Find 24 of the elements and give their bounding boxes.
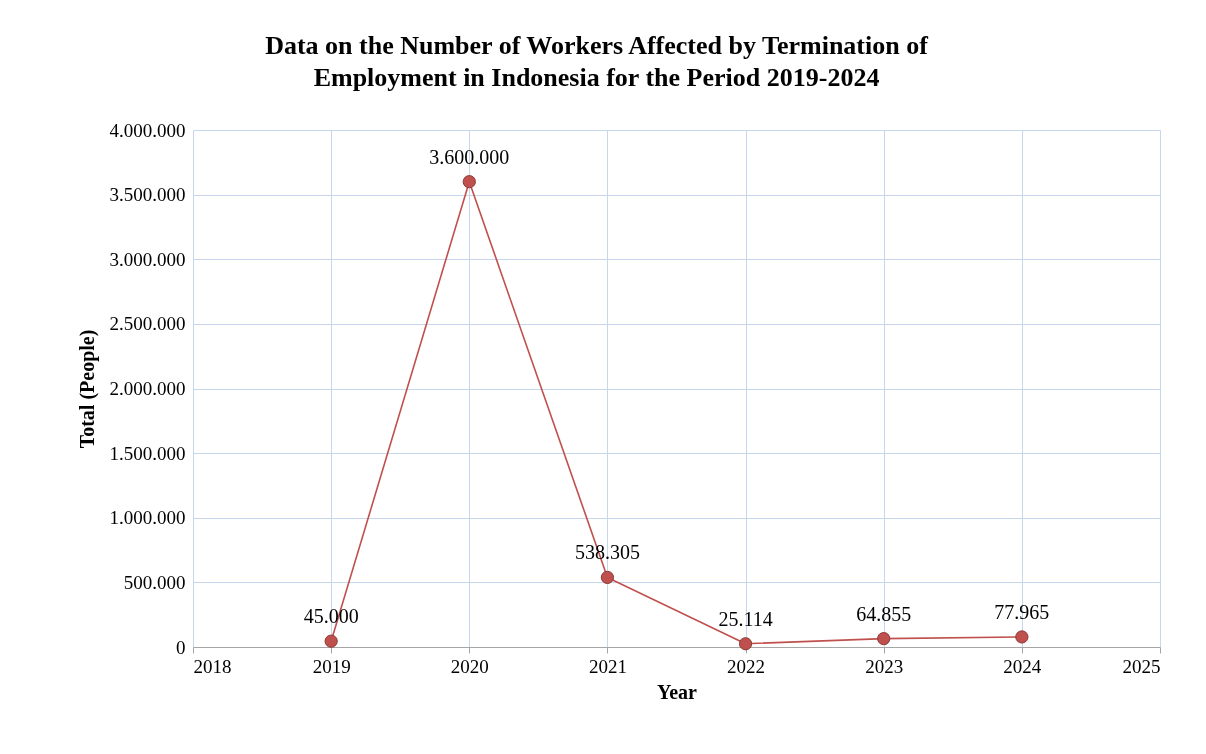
y-tick-label: 3.500.000 bbox=[109, 184, 186, 206]
y-tick-label: 2.500.000 bbox=[109, 313, 186, 335]
x-axis-title: Year bbox=[657, 680, 698, 703]
y-tick-label: 3.000.000 bbox=[109, 248, 186, 270]
data-label: 64.855 bbox=[856, 602, 912, 625]
y-tick-label: 2.000.000 bbox=[109, 378, 186, 399]
x-tick-label: 2024 bbox=[1003, 655, 1042, 677]
x-tick-label: 2022 bbox=[727, 655, 766, 677]
y-tick-label: 0 bbox=[176, 636, 186, 658]
y-tick-label: 500.000 bbox=[123, 571, 186, 593]
data-label: 25.114 bbox=[718, 607, 773, 630]
data-label: 3.600.000 bbox=[429, 145, 510, 168]
x-tick-label: 2018 bbox=[193, 655, 232, 677]
x-tick-label: 2020 bbox=[450, 655, 489, 677]
x-tick-label: 2019 bbox=[312, 655, 351, 677]
y-axis-title: Total (People) bbox=[75, 329, 99, 449]
y-tick-label: 4.000.000 bbox=[109, 119, 186, 141]
x-tick-label: 2021 bbox=[588, 655, 627, 677]
y-tick-label: 1.500.000 bbox=[109, 442, 186, 464]
data-label: 77.965 bbox=[994, 600, 1050, 623]
x-tick-label: 2025 bbox=[1122, 655, 1161, 677]
x-tick-label: 2023 bbox=[865, 655, 904, 677]
y-tick-label: 1.000.000 bbox=[109, 507, 186, 529]
chart-title: Data on the Number of Workers Affected by Termination of Employment in Indonesia for the Period 2019-2024 bbox=[265, 31, 929, 92]
